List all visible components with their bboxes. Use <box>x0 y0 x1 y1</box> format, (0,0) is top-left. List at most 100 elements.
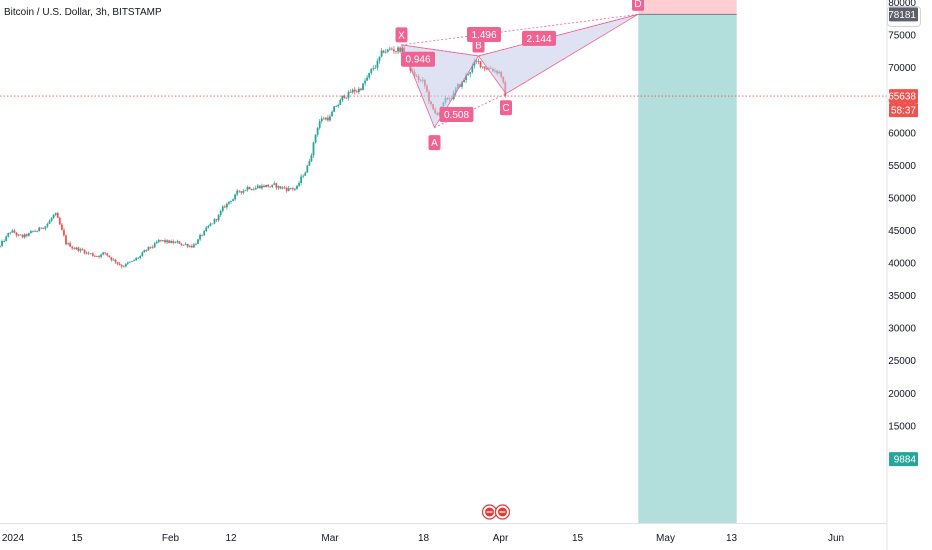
candle-body <box>232 199 234 202</box>
candle-body <box>54 213 57 215</box>
candle-body <box>234 194 237 200</box>
candle-body <box>5 236 8 242</box>
pattern-point-label: X <box>398 30 405 41</box>
candle-body <box>182 244 185 246</box>
candle-body <box>120 265 123 267</box>
candle-body <box>380 50 383 57</box>
pattern-point-badge <box>428 135 441 151</box>
candle-body <box>203 231 206 236</box>
candle-body <box>3 241 6 242</box>
candle-body <box>329 116 331 121</box>
candle-body <box>184 244 187 245</box>
candle-body <box>155 241 158 244</box>
candle-body <box>347 91 350 98</box>
candle-body <box>21 234 24 238</box>
candle-body <box>27 233 30 236</box>
candle-body <box>318 121 321 128</box>
candle-body <box>23 234 26 238</box>
candle-body <box>153 243 156 248</box>
candle-body <box>331 111 333 117</box>
pattern-ratio-label: 0.508 <box>444 110 469 121</box>
candle-body <box>164 240 166 243</box>
x-tick-label: Apr <box>493 533 509 544</box>
candle-body <box>42 227 45 229</box>
candle-body <box>93 255 96 257</box>
candle-body <box>263 185 265 187</box>
candle-body <box>139 255 142 258</box>
candle-body <box>195 243 197 245</box>
candle-body <box>124 263 127 267</box>
candle-body <box>143 249 146 253</box>
candle-body <box>322 118 325 120</box>
chart-title: Bitcoin / U.S. Dollar, 3h, BITSTAMP <box>4 7 162 18</box>
y-tick-label: 30000 <box>888 324 916 335</box>
candle-body <box>339 100 342 106</box>
candle-body <box>397 47 399 52</box>
ratio-line-xb <box>401 44 479 57</box>
candle-body <box>69 243 72 247</box>
candle-body <box>324 117 327 120</box>
candle-body <box>207 225 210 228</box>
candle-body <box>384 51 387 53</box>
x-tick-label: 18 <box>418 533 430 544</box>
candle-body <box>281 187 284 189</box>
y-tick-label: 15000 <box>888 421 916 432</box>
y-tick-label: 60000 <box>888 128 916 139</box>
candle-body <box>374 67 377 69</box>
candle-body <box>388 48 391 50</box>
candle-body <box>390 48 393 50</box>
price-tag-countdown <box>889 103 918 118</box>
candle-body <box>71 246 74 249</box>
pattern-point-label: A <box>431 138 438 149</box>
y-tick-label: 20000 <box>888 389 916 400</box>
candle-body <box>483 66 486 69</box>
x-tick-label: 15 <box>572 533 584 544</box>
candle-body <box>368 72 371 78</box>
candle-body <box>122 266 125 268</box>
candle-body <box>271 184 274 188</box>
pattern-ratio-badge <box>467 26 501 42</box>
candle-body <box>481 66 484 68</box>
pattern-point-badge <box>500 100 512 116</box>
price-tag-current <box>889 89 918 104</box>
candle-body <box>343 95 346 98</box>
price-tag-entry-text: 78181 <box>888 10 916 21</box>
pattern-point-badge <box>395 27 408 43</box>
candle-body <box>192 244 195 248</box>
candle-body <box>275 183 278 188</box>
candle-body <box>98 256 100 257</box>
candle-body <box>170 241 173 243</box>
candle-body <box>73 248 76 250</box>
candle-body <box>267 184 270 187</box>
x-tick-label: 12 <box>225 533 237 544</box>
candle-body <box>137 257 140 259</box>
candle-body <box>337 105 340 107</box>
candle-body <box>7 232 10 237</box>
candle-body <box>265 184 267 187</box>
candle-body <box>87 252 90 254</box>
candle-body <box>149 246 152 248</box>
candle-body <box>221 206 224 212</box>
y-tick-label: 40000 <box>888 259 916 270</box>
y-tick-label: 45000 <box>888 226 916 237</box>
candle-body <box>199 234 201 240</box>
price-tag-current-text: 65638 <box>888 92 916 103</box>
candle-body <box>236 190 239 195</box>
candle-body <box>341 95 344 101</box>
candle-body <box>9 232 12 234</box>
candle-body <box>238 190 241 192</box>
candle-body <box>91 253 94 256</box>
candle-body <box>395 51 397 53</box>
pattern-ratio-badge <box>401 51 435 67</box>
candle-body <box>463 80 465 82</box>
pattern-point-label: D <box>634 0 641 10</box>
candle-body <box>118 263 121 266</box>
candle-body <box>475 60 478 62</box>
candle-body <box>147 246 150 251</box>
price-tag-countdown-text: 58:37 <box>891 106 916 117</box>
x-tick-label: 13 <box>726 533 738 544</box>
candle-body <box>75 247 78 250</box>
candle-body <box>30 231 32 234</box>
candle-body <box>81 249 84 251</box>
